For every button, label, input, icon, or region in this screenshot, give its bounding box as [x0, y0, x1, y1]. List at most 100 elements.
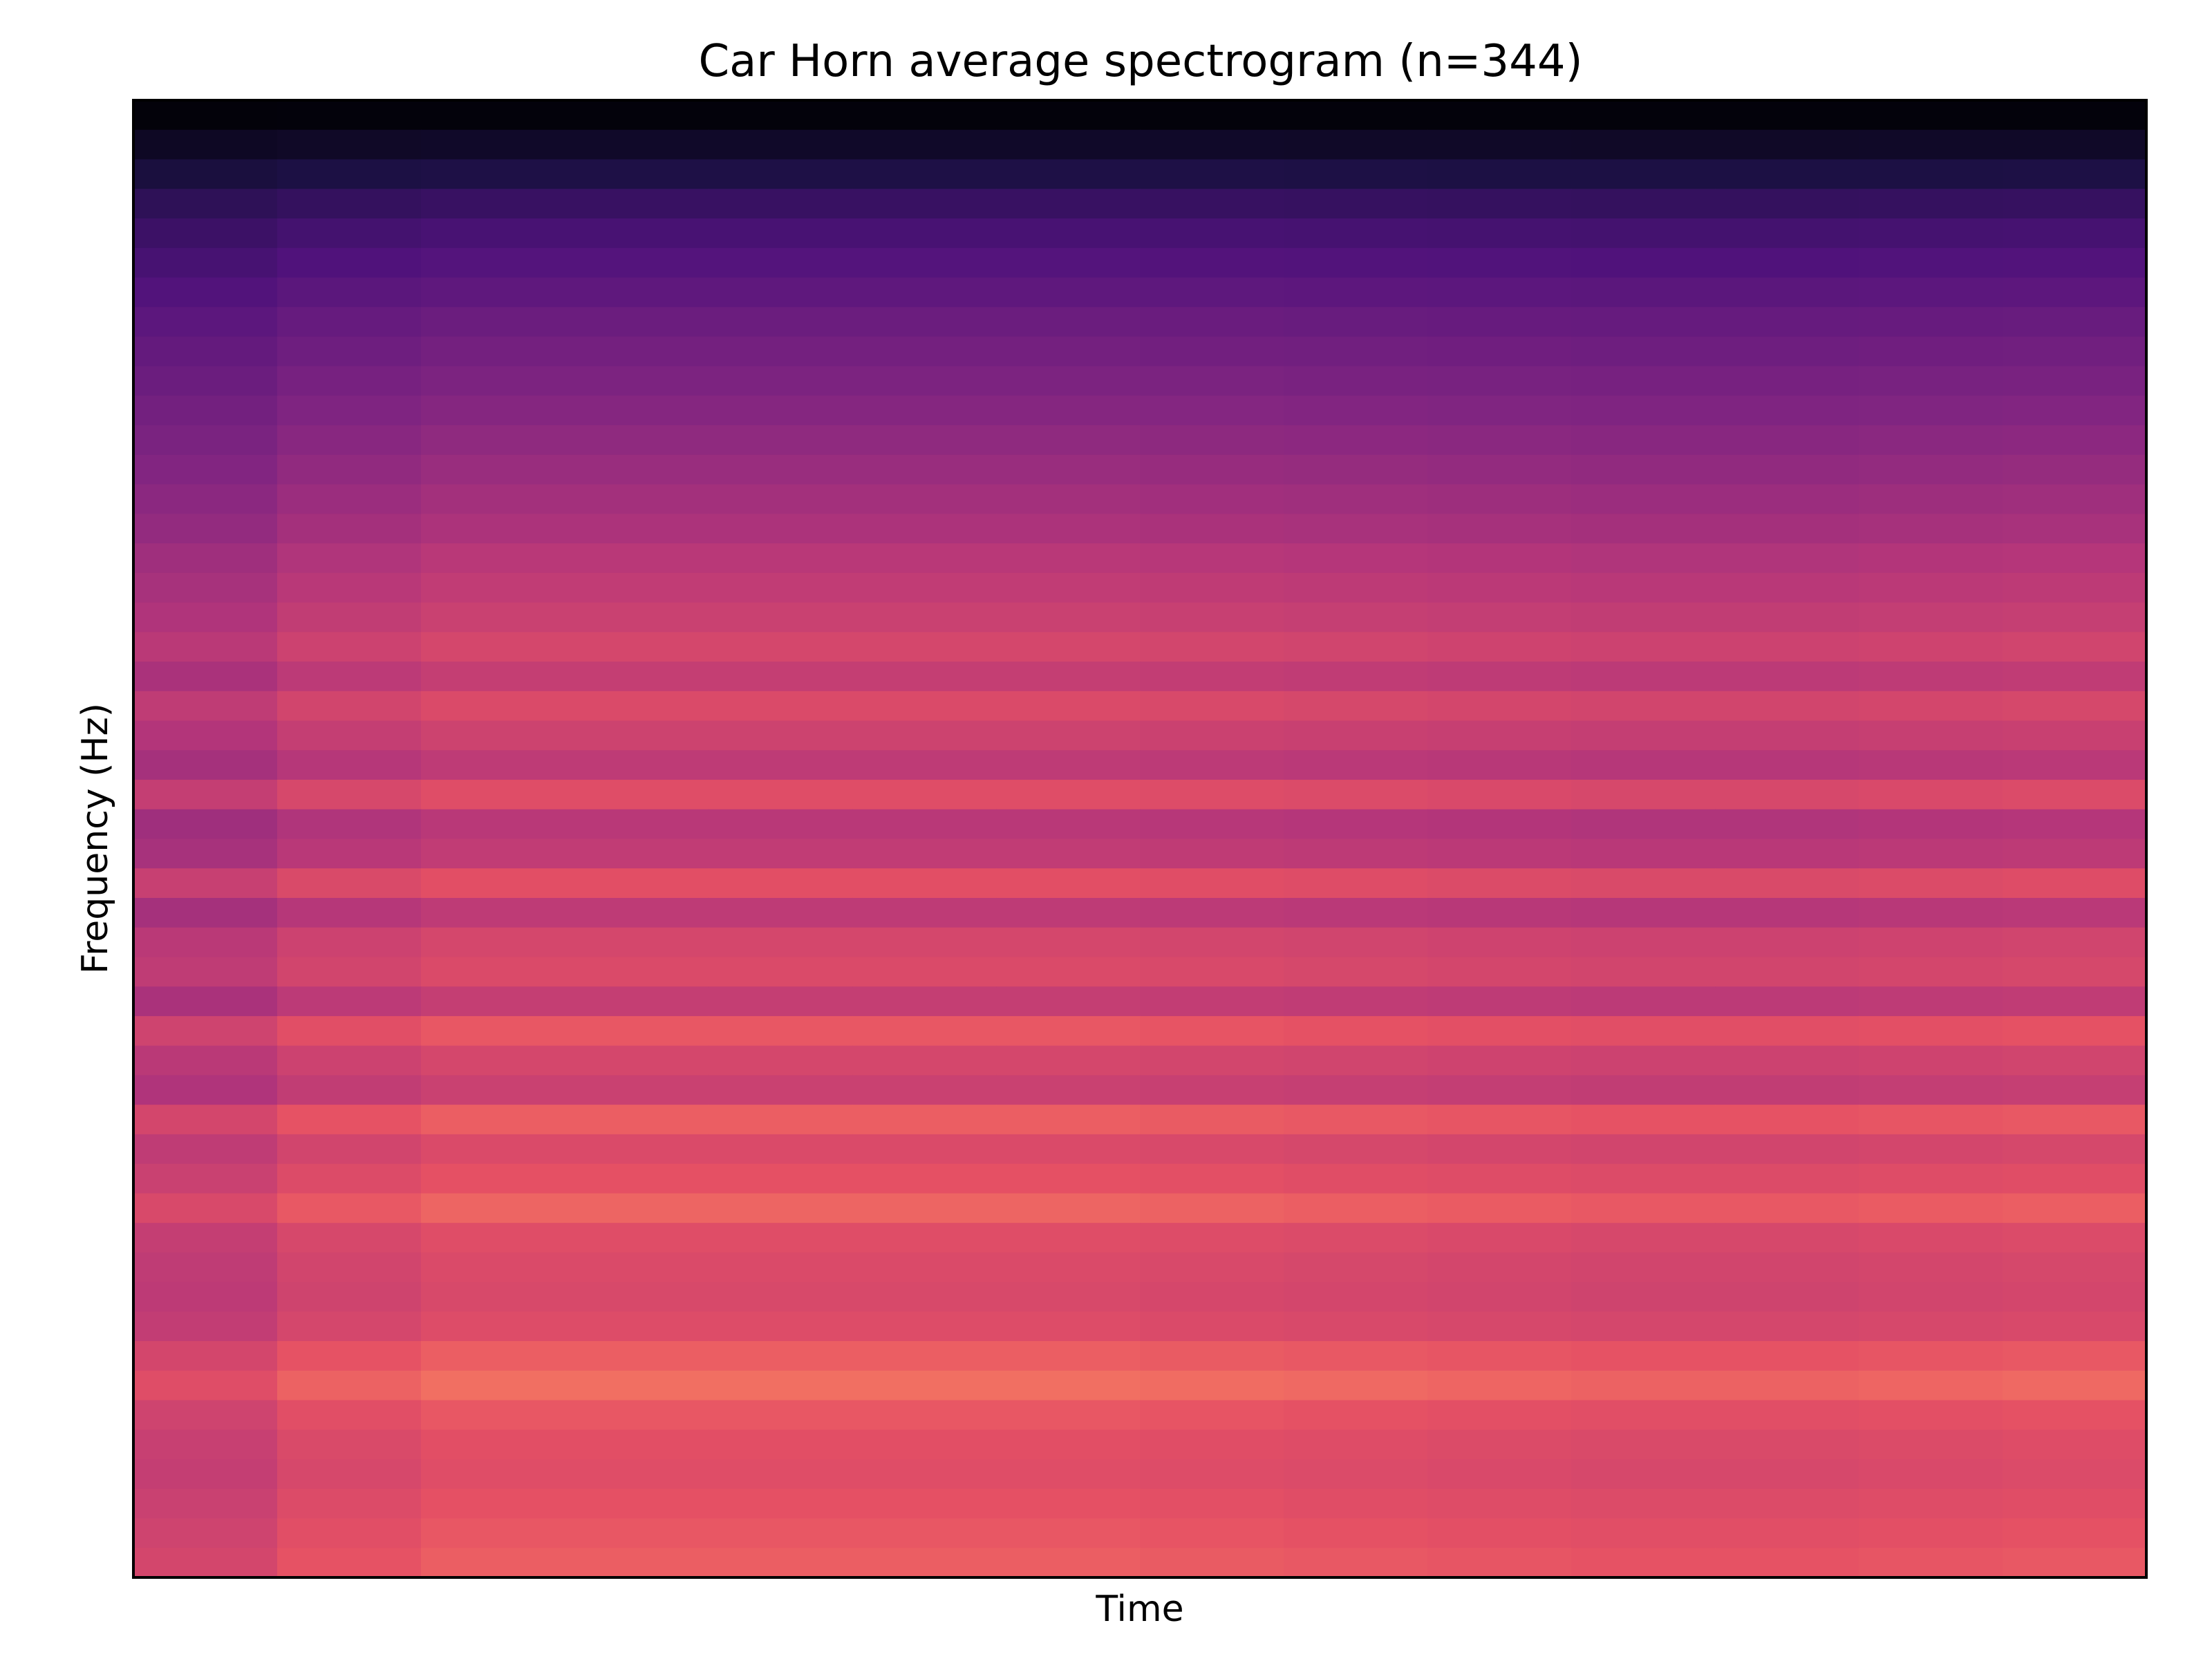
heatmap-cell: [996, 662, 1141, 692]
heatmap-cell: [133, 750, 278, 781]
heatmap-cell: [1427, 632, 1572, 663]
heatmap-cell: [1859, 1015, 2003, 1047]
heatmap-cell: [2003, 927, 2147, 958]
heatmap-cell: [2003, 277, 2147, 308]
heatmap-cell: [277, 1193, 422, 1224]
heatmap-cell: [421, 1430, 565, 1461]
heatmap-cell: [852, 691, 997, 722]
heatmap-cell: [1140, 425, 1284, 456]
heatmap-cell: [565, 1459, 709, 1490]
chart-title: Car Horn average spectrogram (n=344): [698, 36, 1582, 87]
heatmap-cell: [133, 1370, 278, 1401]
heatmap-cell: [996, 514, 1141, 545]
heatmap-cell: [709, 1223, 853, 1253]
heatmap-cell: [133, 572, 278, 603]
heatmap-cell: [1859, 1370, 2003, 1401]
heatmap-cell: [709, 1045, 853, 1076]
heatmap-cell: [277, 1459, 422, 1490]
heatmap-cell: [1140, 691, 1284, 722]
heatmap-cell: [1859, 100, 2003, 131]
heatmap-cell: [852, 1311, 997, 1342]
heatmap-cell: [1715, 986, 1859, 1017]
heatmap-cell: [709, 986, 853, 1017]
heatmap-cell: [996, 1311, 1141, 1342]
heatmap-cell: [1284, 1518, 1428, 1549]
heatmap-cell: [2003, 1311, 2147, 1342]
heatmap-cell: [1427, 662, 1572, 692]
heatmap-cell: [852, 1459, 997, 1490]
heatmap-cell: [1140, 602, 1284, 633]
heatmap-cell: [565, 602, 709, 633]
heatmap-cell: [1140, 1252, 1284, 1283]
heatmap-cell: [2003, 1430, 2147, 1461]
heatmap-cell: [421, 1015, 565, 1047]
heatmap-cell: [133, 1045, 278, 1076]
heatmap-cell: [2003, 1193, 2147, 1224]
heatmap-cell: [1284, 1134, 1428, 1165]
heatmap-cell: [996, 809, 1141, 840]
heatmap-cell: [1571, 662, 1716, 692]
heatmap-cell: [1427, 868, 1572, 899]
heatmap-cell: [277, 691, 422, 722]
heatmap-cell: [133, 366, 278, 397]
heatmap-cell: [1140, 484, 1284, 515]
heatmap-cell: [565, 1341, 709, 1371]
heatmap-cell: [1284, 602, 1428, 633]
heatmap-cell: [421, 1370, 565, 1401]
heatmap-cell: [2003, 572, 2147, 603]
heatmap-cell: [1427, 1163, 1572, 1194]
heatmap-cell: [1140, 868, 1284, 899]
heatmap-cell: [1427, 395, 1572, 427]
heatmap-cell: [709, 1430, 853, 1461]
heatmap-cell: [565, 927, 709, 958]
heatmap-cell: [2003, 159, 2147, 190]
heatmap-cell: [1571, 159, 1716, 190]
heatmap-cell: [1427, 1430, 1572, 1461]
heatmap-cell: [277, 514, 422, 545]
heatmap-cell: [277, 425, 422, 456]
heatmap-cell: [1284, 307, 1428, 337]
heatmap-cell: [2003, 247, 2147, 279]
heatmap-cell: [1571, 809, 1716, 840]
heatmap-cell: [1427, 750, 1572, 781]
heatmap-cell: [1284, 1370, 1428, 1401]
heatmap-cell: [852, 838, 997, 870]
heatmap-cell: [1140, 514, 1284, 545]
heatmap-cell: [565, 662, 709, 692]
heatmap-cell: [1715, 1105, 1859, 1135]
heatmap-cell: [996, 957, 1141, 988]
heatmap-cell: [277, 720, 422, 751]
heatmap-cell: [709, 484, 853, 515]
heatmap-cell: [1427, 572, 1572, 603]
heatmap-cell: [709, 1400, 853, 1431]
heatmap-cell: [996, 986, 1141, 1017]
heatmap-cell: [1571, 1370, 1716, 1401]
heatmap-cell: [1715, 1488, 1859, 1519]
heatmap-cell: [277, 1252, 422, 1283]
heatmap-cell: [277, 543, 422, 574]
heatmap-cell: [1284, 1488, 1428, 1519]
heatmap-cell: [1284, 277, 1428, 308]
heatmap-cell: [133, 514, 278, 545]
heatmap-cell: [1427, 1105, 1572, 1135]
heatmap-cell: [565, 425, 709, 456]
heatmap-cell: [1284, 129, 1428, 160]
heatmap-cell: [1859, 780, 2003, 810]
heatmap-cell: [996, 1163, 1141, 1194]
heatmap-cell: [1859, 691, 2003, 722]
heatmap-cell: [996, 1430, 1141, 1461]
heatmap-cell: [996, 129, 1141, 160]
heatmap-cell: [421, 750, 565, 781]
heatmap-cell: [996, 868, 1141, 899]
heatmap-cell: [2003, 662, 2147, 692]
heatmap-cell: [1859, 662, 2003, 692]
heatmap-cell: [1571, 632, 1716, 663]
heatmap-cell: [421, 897, 565, 928]
heatmap-cell: [2003, 336, 2147, 367]
heatmap-cell: [1859, 454, 2003, 485]
heatmap-cell: [1859, 1548, 2003, 1578]
heatmap-cell: [1859, 425, 2003, 456]
heatmap-cell: [1571, 1400, 1716, 1431]
heatmap-cell: [852, 662, 997, 692]
